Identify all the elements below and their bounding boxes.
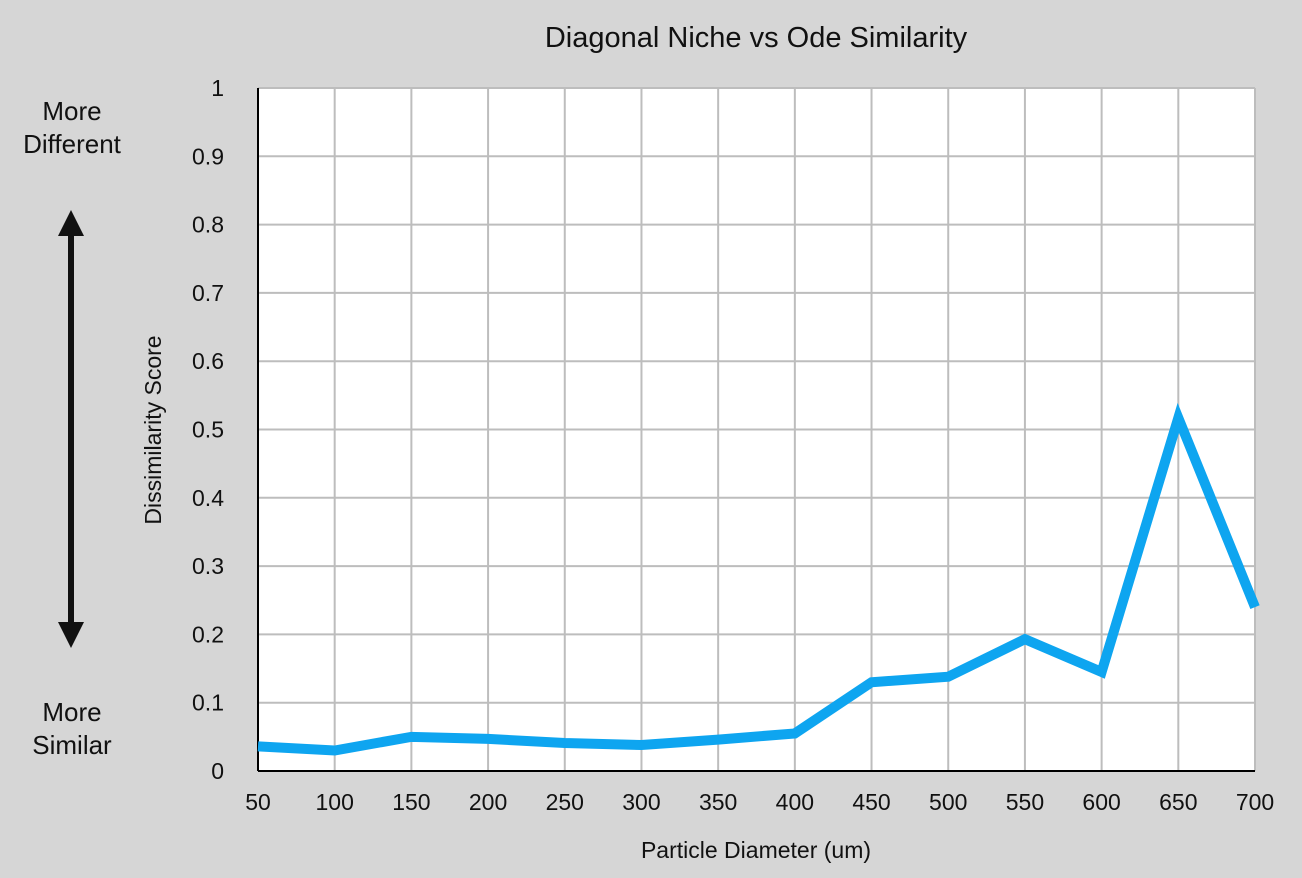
x-tick-label: 300 (622, 789, 660, 815)
double-headed-vertical-arrow-icon (58, 210, 84, 648)
x-tick-label: 450 (852, 789, 890, 815)
chart-title: Diagonal Niche vs Ode Similarity (545, 22, 968, 54)
x-tick-label: 400 (776, 789, 814, 815)
more-similar-label: More Similar (32, 697, 112, 760)
x-tick-label: 500 (929, 789, 967, 815)
series-line (257, 402, 1260, 756)
x-tick-label: 250 (546, 789, 584, 815)
y-tick-label: 0.7 (192, 280, 224, 306)
x-tick-labels: 50 100 150 200 250 300 350 400 450 500 550 600 650 70… (245, 789, 1274, 815)
more-different-label: More Different (23, 96, 121, 159)
x-tick-label: 550 (1006, 789, 1044, 815)
y-tick-label: 0.5 (192, 417, 224, 443)
x-tick-label: 200 (469, 789, 507, 815)
series-layer (257, 402, 1260, 756)
y-tick-label: 0.3 (192, 553, 224, 579)
axes (257, 88, 1255, 772)
x-tick-label: 50 (245, 789, 271, 815)
y-tick-label: 0.1 (192, 690, 224, 716)
x-tick-label: 700 (1236, 789, 1274, 815)
y-tick-label: 0.4 (192, 485, 224, 511)
x-tick-label: 600 (1082, 789, 1120, 815)
x-tick-label: 650 (1159, 789, 1197, 815)
y-tick-label: 1 (211, 75, 224, 101)
y-tick-labels: 0 0.1 0.2 0.3 0.4 0.5 0.6 0.7 0.8 0.9 1 (192, 75, 224, 784)
x-tick-label: 350 (699, 789, 737, 815)
x-tick-label: 150 (392, 789, 430, 815)
y-tick-label: 0.8 (192, 212, 224, 238)
y-tick-label: 0.9 (192, 143, 224, 169)
y-tick-label: 0.2 (192, 621, 224, 647)
y-tick-label: 0.6 (192, 348, 224, 374)
y-tick-label: 0 (211, 758, 224, 784)
x-tick-label: 100 (316, 789, 354, 815)
y-axis-title: Dissimilarity Score (140, 335, 166, 524)
x-axis-title: Particle Diameter (um) (641, 837, 871, 863)
